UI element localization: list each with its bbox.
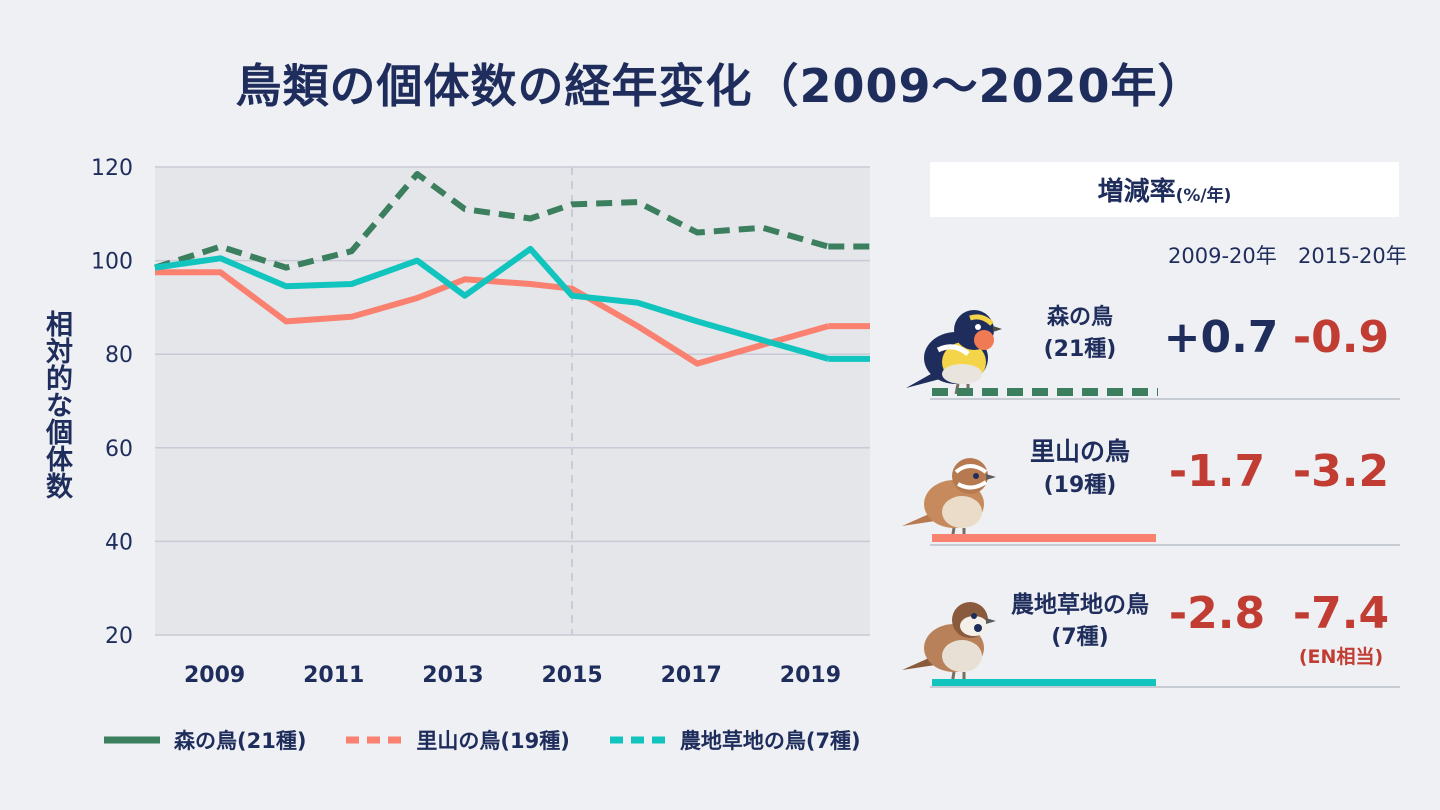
row-count-forest: (21種) [1043, 337, 1117, 362]
rate-farmland-2015-20: -7.4 [1292, 588, 1390, 639]
legend-item-farmland: 農地草地の鳥(7種) [609, 725, 861, 755]
y-tick-60: 60 [105, 437, 133, 462]
y-tick-20: 20 [105, 624, 133, 649]
series-line-farmland [154, 245, 830, 362]
flycatcher-icon [906, 310, 1002, 394]
x-tick-2013: 2013 [422, 663, 483, 688]
row-name-forest: 森の鳥 (21種) [1030, 302, 1130, 366]
row-name-satoyama: 里山の鳥 (19種) [1020, 434, 1140, 502]
legend-label-forest: 森の鳥(21種) [174, 729, 307, 753]
legend-swatch-forest [104, 736, 160, 744]
x-tick-2019: 2019 [780, 663, 841, 688]
row-label-forest: 森の鳥 [1046, 305, 1113, 330]
legend-swatch-farmland [609, 736, 666, 744]
series-line-forest [154, 171, 830, 271]
rate-forest-2015-20: -0.9 [1292, 312, 1390, 363]
rate-satoyama-2015-20: -3.2 [1292, 446, 1390, 497]
x-tick-2015: 2015 [541, 663, 602, 688]
row-swatch-forest [932, 388, 1158, 396]
row-name-farmland: 農地草地の鳥 (7種) [1000, 588, 1160, 654]
rate-farmland-2009-20: -2.8 [1168, 588, 1266, 639]
legend-item-forest: 森の鳥(21種) [104, 725, 306, 755]
x-tick-2011: 2011 [303, 663, 364, 688]
y-tick-40: 40 [105, 530, 133, 555]
row-divider [930, 398, 1400, 400]
legend-label-farmland: 農地草地の鳥(7種) [679, 729, 861, 753]
legend-item-satoyama: 里山の鳥(19種) [346, 725, 570, 755]
row-count-farmland: (7種) [1051, 625, 1109, 650]
row-label-farmland: 農地草地の鳥 [1011, 592, 1149, 618]
x-tick-labels: 2009 2011 2013 2015 2017 2019 [184, 663, 841, 688]
plot-area [155, 167, 870, 635]
series-line-satoyama [155, 269, 830, 367]
row-divider [930, 686, 1400, 688]
rate-panel-title: 増減率 [1097, 177, 1176, 207]
legend: 森の鳥(21種) 里山の鳥(19種) 農地草地の鳥(7種) [104, 720, 901, 760]
bunting-icon [902, 458, 996, 540]
y-tick-100: 100 [91, 250, 133, 275]
row-swatch-satoyama [932, 534, 1156, 542]
legend-swatch-satoyama [346, 736, 403, 744]
rate-satoyama-2009-20: -1.7 [1168, 446, 1266, 497]
rate-panel-unit: (%/年) [1175, 186, 1232, 206]
series-lines [154, 171, 870, 367]
rate-panel-header: 増減率 (%/年) [930, 162, 1399, 217]
rate-farmland-note: (EN相当) [1298, 646, 1384, 668]
x-tick-2009: 2009 [184, 663, 245, 688]
gridlines [155, 166, 870, 636]
rate-forest-2009-20: +0.7 [1163, 312, 1279, 363]
page-title: 鳥類の個体数の経年変化（2009〜2020年） [235, 59, 1205, 113]
y-tick-120: 120 [91, 156, 133, 181]
y-axis-label: 相対的な個体数 [41, 310, 72, 499]
row-swatch-farmland [932, 679, 1156, 687]
legend-label-satoyama: 里山の鳥(19種) [416, 729, 570, 753]
sparrow-icon [902, 602, 996, 684]
y-tick-80: 80 [105, 343, 133, 368]
line-chart: 20 40 60 80 100 120 2009 2011 2013 2015 2017 2019 [91, 156, 870, 688]
row-divider [930, 544, 1400, 546]
row-count-satoyama: (19種) [1043, 473, 1117, 498]
column-header-2015-20: 2015-20年 [1298, 244, 1407, 268]
x-tick-2017: 2017 [661, 663, 722, 688]
y-tick-labels: 20 40 60 80 100 120 [91, 156, 133, 649]
column-header-2009-20: 2009-20年 [1168, 244, 1277, 268]
row-label-satoyama: 里山の鳥 [1029, 437, 1130, 466]
